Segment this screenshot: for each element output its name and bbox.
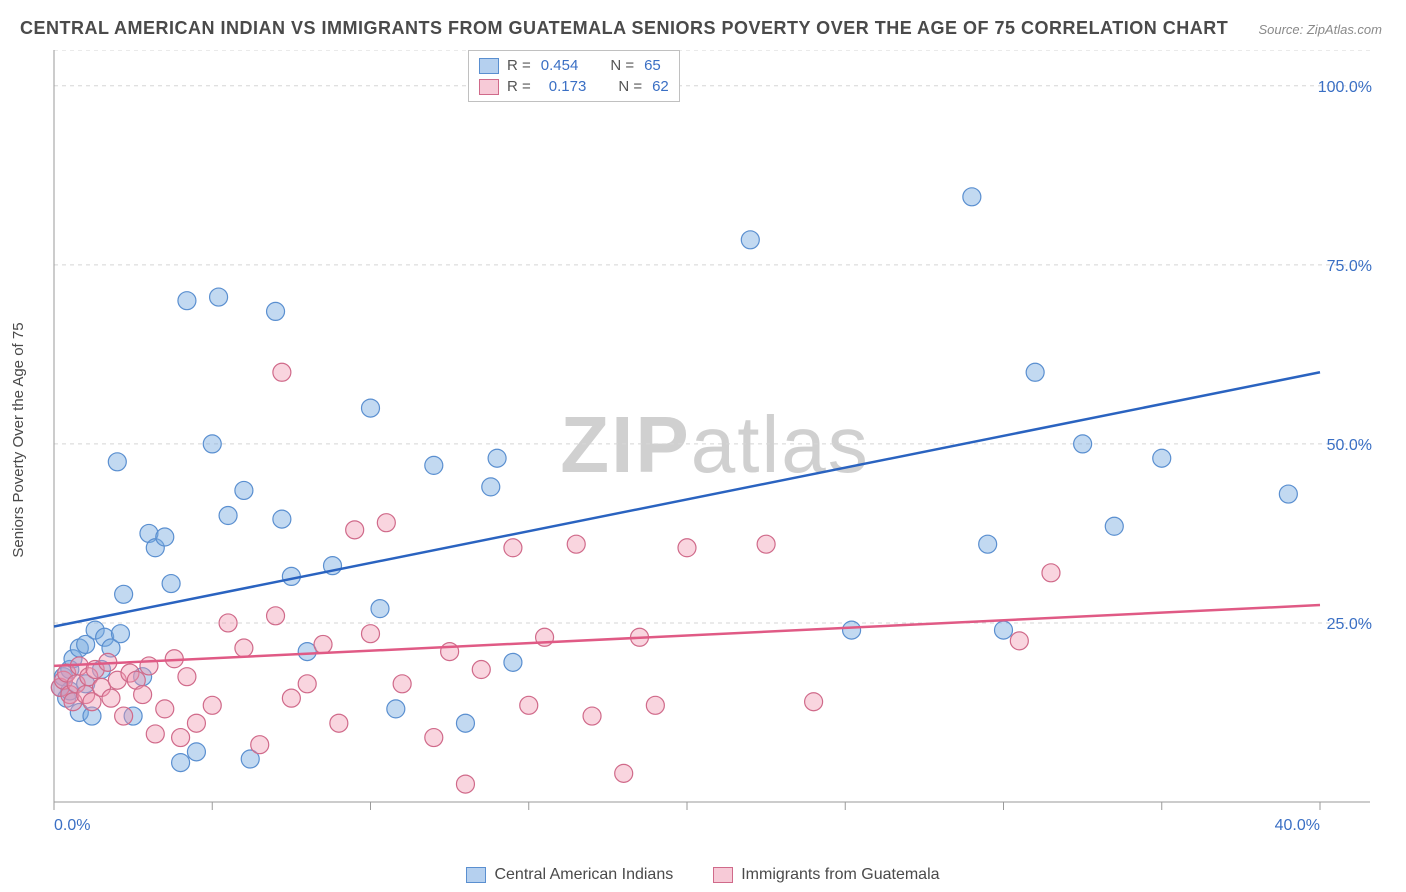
source-attribution: Source: ZipAtlas.com (1258, 22, 1382, 37)
source-prefix: Source: (1258, 22, 1306, 37)
chart-svg: 25.0% 50.0% 75.0% 100.0% 0.0% 40.0% (50, 50, 1380, 840)
plot-area: ZIPatlas 25.0%50.0%75.0%100.0%0.0%40.0% … (50, 50, 1380, 840)
svg-text:25.0%: 25.0% (1327, 616, 1372, 633)
svg-text:0.0%: 0.0% (54, 817, 90, 834)
r-label: R = (507, 57, 531, 74)
y-axis-label: Seniors Poverty Over the Age of 75 (10, 322, 27, 557)
svg-text:50.0%: 50.0% (1327, 437, 1372, 454)
swatch-blue (479, 58, 499, 74)
bottom-legend-item-blue: Central American Indians (466, 866, 673, 884)
n-value-pink: 62 (652, 78, 669, 95)
r-value-pink: 0.173 (549, 78, 587, 95)
bottom-legend-item-pink: Immigrants from Guatemala (713, 866, 939, 884)
n-value-blue: 65 (644, 57, 661, 74)
swatch-pink-bottom (713, 867, 733, 883)
correlation-legend: R = 0.454 N = 65 R = 0.173 N = 62 (468, 50, 680, 102)
r-value-blue: 0.454 (541, 57, 579, 74)
swatch-pink (479, 79, 499, 95)
svg-text:100.0%: 100.0% (1318, 79, 1372, 96)
series-name-pink: Immigrants from Guatemala (741, 866, 939, 884)
svg-text:75.0%: 75.0% (1327, 258, 1372, 275)
bottom-legend: Central American Indians Immigrants from… (0, 866, 1406, 884)
swatch-blue-bottom (466, 867, 486, 883)
source-name: ZipAtlas.com (1307, 22, 1382, 37)
legend-row-pink: R = 0.173 N = 62 (479, 76, 669, 97)
n-label: N = (610, 57, 634, 74)
svg-text:40.0%: 40.0% (1275, 817, 1320, 834)
n-label-2: N = (618, 78, 642, 95)
r-label-2: R = (507, 78, 531, 95)
series-name-blue: Central American Indians (494, 866, 673, 884)
legend-row-blue: R = 0.454 N = 65 (479, 55, 669, 76)
chart-title: CENTRAL AMERICAN INDIAN VS IMMIGRANTS FR… (20, 18, 1228, 39)
